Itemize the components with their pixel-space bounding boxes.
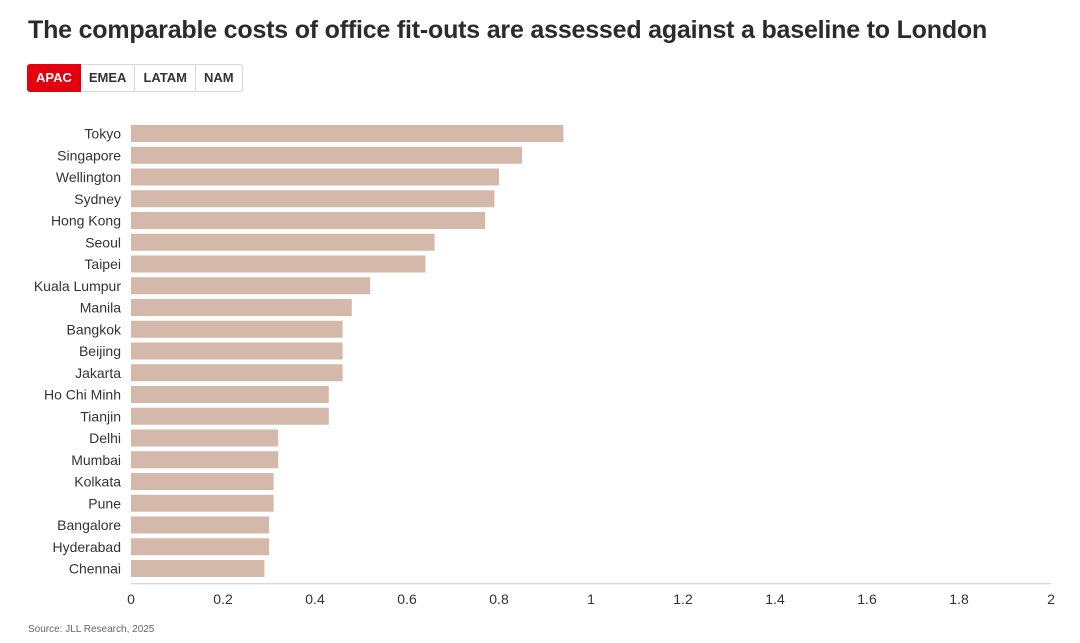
x-tick-label: 1.8 — [949, 591, 969, 607]
category-label: Bangalore — [57, 517, 121, 533]
bar[interactable] — [131, 538, 269, 556]
category-label: Chennai — [69, 561, 121, 577]
tab-latam[interactable]: LATAM — [135, 64, 196, 92]
bar[interactable] — [131, 190, 495, 208]
category-label: Pune — [88, 495, 121, 511]
bar[interactable] — [131, 233, 435, 251]
bar[interactable] — [131, 364, 343, 382]
bar[interactable] — [131, 146, 522, 164]
bar[interactable] — [131, 516, 269, 534]
category-label: Ho Chi Minh — [44, 387, 121, 403]
bar[interactable] — [131, 451, 279, 469]
tab-apac[interactable]: APAC — [27, 64, 81, 92]
x-tick-label: 1.4 — [765, 591, 785, 607]
bar[interactable] — [131, 168, 499, 186]
bar[interactable] — [131, 560, 265, 577]
category-label: Bangkok — [67, 321, 122, 337]
source-note: Source: JLL Research, 2025 — [28, 624, 155, 635]
category-label: Delhi — [89, 430, 121, 446]
chart-title: The comparable costs of office fit-outs … — [28, 16, 988, 44]
x-tick-label: 1 — [587, 591, 595, 607]
category-label: Hyderabad — [53, 539, 122, 555]
category-label: Mumbai — [71, 452, 121, 468]
category-label: Hong Kong — [51, 213, 121, 229]
category-label: Beijing — [79, 343, 121, 359]
x-tick-label: 0.4 — [305, 591, 325, 607]
category-label: Tianjin — [80, 408, 121, 424]
bar[interactable] — [131, 277, 371, 295]
bar[interactable] — [131, 473, 274, 490]
x-tick-label: 0.6 — [397, 591, 417, 607]
bar[interactable] — [131, 212, 486, 229]
bar[interactable] — [131, 386, 329, 403]
bar[interactable] — [131, 494, 274, 512]
x-tick-label: 0.2 — [213, 591, 233, 607]
bar[interactable] — [131, 429, 279, 447]
x-tick-label: 0.8 — [489, 591, 509, 607]
category-label: Sydney — [74, 191, 121, 207]
category-label: Jakarta — [75, 365, 121, 381]
bar[interactable] — [131, 125, 564, 142]
x-tick-label: 0 — [127, 591, 135, 607]
category-label: Manila — [80, 300, 121, 316]
bar[interactable] — [131, 407, 329, 425]
tab-nam[interactable]: NAM — [196, 64, 243, 92]
category-label: Tokyo — [84, 126, 121, 142]
category-label: Taipei — [84, 256, 121, 272]
region-tabs: APAC EMEA LATAM NAM — [27, 64, 243, 92]
category-label: Seoul — [85, 234, 121, 250]
bar[interactable] — [131, 255, 426, 273]
bar-chart: Tokyo Singapore Wellington Sydney Hong Kong S… — [34, 125, 1055, 607]
tab-emea[interactable]: EMEA — [80, 64, 136, 92]
bar[interactable] — [131, 342, 343, 360]
bar[interactable] — [131, 299, 352, 316]
category-label: Kolkata — [74, 474, 121, 490]
bar[interactable] — [131, 320, 343, 338]
x-tick-label: 1.6 — [857, 591, 877, 607]
category-label: Singapore — [57, 147, 121, 163]
x-tick-label: 1.2 — [673, 591, 693, 607]
x-tick-label: 2 — [1047, 591, 1055, 607]
category-label: Wellington — [56, 169, 121, 185]
category-label: Kuala Lumpur — [34, 278, 122, 294]
